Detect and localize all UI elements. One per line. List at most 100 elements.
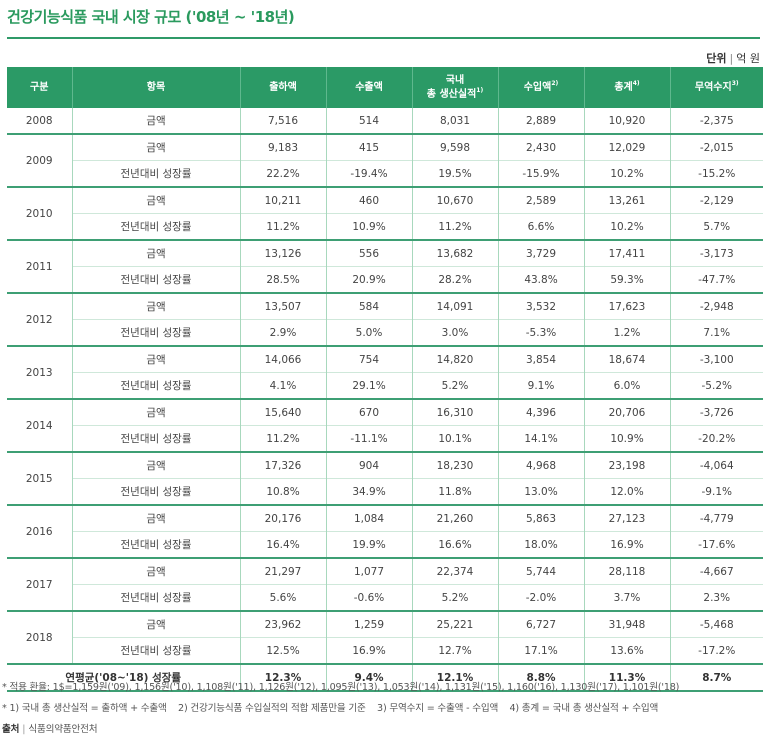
year-cell: 2012 [7, 292, 72, 346]
item-cell: 전년대비 성장률 [71, 160, 240, 187]
item-cell: 전년대비 성장률 [71, 266, 240, 293]
table-row: 전년대비 성장률 10.8% 34.9% 11.8% 13.0% 12.0% -9.1% [7, 478, 763, 505]
item-cell: 금액 [71, 108, 240, 134]
growth-cell: -17.2% [669, 637, 763, 664]
value-cell: 25,221 [411, 610, 498, 638]
average-cell: 11.3% [583, 663, 670, 692]
growth-cell: 3.7% [583, 584, 670, 611]
growth-cell: -9.1% [669, 478, 763, 505]
unit-caption: 단위 [706, 52, 727, 65]
value-cell: 31,948 [583, 610, 670, 638]
table-row: 2015 금액 17,326 904 18,230 4,968 23,198 -4,064 [7, 451, 763, 505]
value-cell: -3,726 [669, 398, 763, 426]
year-cell: 2015 [7, 451, 72, 505]
value-cell: 2,889 [497, 108, 584, 134]
market-size-table: 구분 항목 출하액 수출액 국내 총 생산실적1) 수입액2) 총계4) 무역수지… [7, 67, 763, 692]
item-cell: 금액 [71, 398, 240, 426]
growth-cell: 11.8% [411, 478, 498, 505]
value-cell: 22,374 [411, 557, 498, 585]
value-cell: 4,396 [497, 398, 584, 426]
value-cell: 3,854 [497, 345, 584, 373]
table-row: 전년대비 성장률 12.5% 16.9% 12.7% 17.1% 13.6% -17.2% [7, 637, 763, 664]
value-cell: 754 [325, 345, 412, 373]
table-row: 2018 금액 23,962 1,259 25,221 6,727 31,948 -5,468 [7, 610, 763, 664]
growth-cell: 9.1% [497, 372, 584, 399]
growth-cell: 22.2% [239, 160, 326, 187]
item-cell: 금액 [71, 186, 240, 214]
growth-cell: 28.2% [411, 266, 498, 293]
table-row: 2010 금액 10,211 460 10,670 2,589 13,261 -2,129 [7, 186, 763, 240]
value-cell: 1,084 [325, 504, 412, 532]
growth-cell: 7.1% [669, 319, 763, 346]
value-cell: -5,468 [669, 610, 763, 638]
item-cell: 전년대비 성장률 [71, 372, 240, 399]
growth-cell: -15.9% [497, 160, 584, 187]
table-row: 전년대비 성장률 11.2% 10.9% 11.2% 6.6% 10.2% 5.7% [7, 213, 763, 240]
value-cell: 27,123 [583, 504, 670, 532]
growth-cell: 12.5% [239, 637, 326, 664]
item-cell: 금액 [71, 504, 240, 532]
value-cell: 3,532 [497, 292, 584, 320]
table-row: 2013 금액 14,066 754 14,820 3,854 18,674 -3,100 [7, 345, 763, 399]
growth-cell: 10.2% [583, 213, 670, 240]
value-cell: -2,375 [669, 108, 763, 134]
item-cell: 전년대비 성장률 [71, 425, 240, 452]
header-category: 구분 [7, 67, 72, 108]
value-cell: 460 [325, 186, 412, 214]
header-shipment: 출하액 [239, 67, 326, 108]
year-cell: 2013 [7, 345, 72, 399]
growth-cell: -5.2% [669, 372, 763, 399]
growth-cell: 11.2% [411, 213, 498, 240]
header-export: 수출액 [325, 67, 412, 108]
header-item: 항목 [71, 67, 240, 108]
average-label: 연평균('08~'18) 성장률 [7, 663, 240, 692]
unit-value: 억 원 [736, 52, 760, 65]
item-cell: 전년대비 성장률 [71, 478, 240, 505]
growth-cell: 5.2% [411, 372, 498, 399]
growth-cell: 2.3% [669, 584, 763, 611]
growth-cell: -47.7% [669, 266, 763, 293]
growth-cell: 5.6% [239, 584, 326, 611]
growth-cell: 19.5% [411, 160, 498, 187]
value-cell: 28,118 [583, 557, 670, 585]
item-cell: 금액 [71, 610, 240, 638]
unit-label: 단위 | 억 원 [706, 50, 760, 66]
table-row: 2014 금액 15,640 670 16,310 4,396 20,706 -3,726 [7, 398, 763, 452]
growth-cell: 3.0% [411, 319, 498, 346]
growth-cell: -0.6% [325, 584, 412, 611]
title-divider [7, 37, 760, 39]
table-row: 전년대비 성장률 16.4% 19.9% 16.6% 18.0% 16.9% -17.6% [7, 531, 763, 558]
value-cell: 415 [325, 133, 412, 161]
value-cell: -4,064 [669, 451, 763, 479]
year-cell: 2009 [7, 133, 72, 187]
growth-cell: 12.7% [411, 637, 498, 664]
value-cell: 3,729 [497, 239, 584, 267]
value-cell: 8,031 [411, 108, 498, 134]
value-cell: 13,507 [239, 292, 326, 320]
value-cell: 10,920 [583, 108, 670, 134]
value-cell: 15,640 [239, 398, 326, 426]
item-cell: 금액 [71, 345, 240, 373]
growth-cell: 10.8% [239, 478, 326, 505]
value-cell: 17,623 [583, 292, 670, 320]
table-body: 2008 금액 7,516 514 8,031 2,889 10,920 -2,375 2009… [7, 108, 763, 692]
table-row: 전년대비 성장률 2.9% 5.0% 3.0% -5.3% 1.2% 7.1% [7, 319, 763, 346]
value-cell: 14,820 [411, 345, 498, 373]
growth-cell: 13.0% [497, 478, 584, 505]
value-cell: 10,211 [239, 186, 326, 214]
definitions-note: * 1) 국내 총 생산실적 = 출하액 + 수출액 2) 건강기능식품 수입실… [2, 703, 659, 714]
growth-cell: 10.2% [583, 160, 670, 187]
item-cell: 금액 [71, 557, 240, 585]
year-cell: 2017 [7, 557, 72, 611]
value-cell: -4,667 [669, 557, 763, 585]
item-cell: 전년대비 성장률 [71, 213, 240, 240]
growth-cell: -2.0% [497, 584, 584, 611]
value-cell: 1,259 [325, 610, 412, 638]
growth-cell: 28.5% [239, 266, 326, 293]
value-cell: 9,183 [239, 133, 326, 161]
value-cell: -4,779 [669, 504, 763, 532]
growth-cell: 14.1% [497, 425, 584, 452]
value-cell: 584 [325, 292, 412, 320]
average-cell: 9.4% [325, 663, 412, 692]
value-cell: 13,261 [583, 186, 670, 214]
